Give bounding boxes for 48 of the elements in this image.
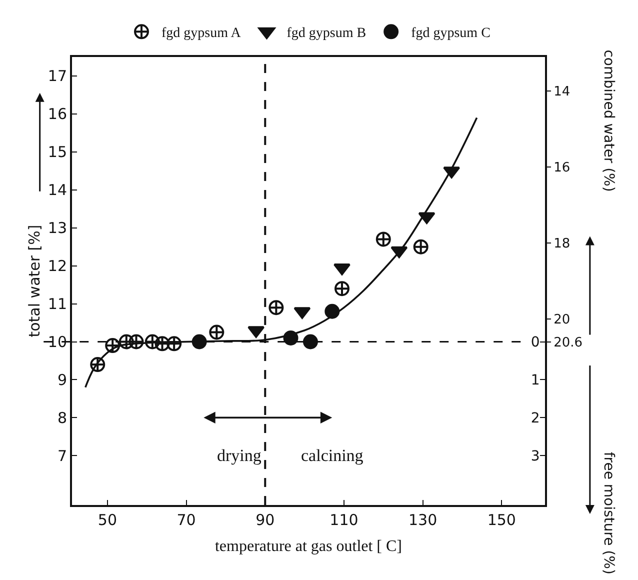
point bbox=[154, 336, 170, 352]
x-tick-label: 110 bbox=[330, 511, 358, 529]
point bbox=[118, 334, 134, 350]
y-tick-label: 16 bbox=[48, 105, 67, 124]
y2-axis-title: combined water (%) bbox=[600, 50, 616, 192]
y-tick-label: 14 bbox=[48, 181, 67, 200]
y-axis-title: total water [%] bbox=[26, 224, 44, 338]
y3-axis-title: free moisture (%) bbox=[600, 452, 616, 574]
x-axis-title: temperature at gas outlet [ C] bbox=[214, 538, 402, 556]
legend-label: fgd gypsum A bbox=[162, 26, 242, 42]
y-tick-label: 10 bbox=[48, 333, 67, 351]
y-tick-label: 11 bbox=[48, 295, 67, 314]
annotation: drying bbox=[217, 446, 262, 465]
point bbox=[302, 334, 318, 350]
y2-tick-label: 20 bbox=[554, 312, 570, 328]
point bbox=[268, 300, 284, 316]
point bbox=[144, 334, 160, 350]
point bbox=[334, 281, 350, 296]
point bbox=[376, 232, 391, 247]
x-tick-label: 150 bbox=[487, 511, 516, 529]
y-tick-label: 12 bbox=[48, 257, 67, 276]
y-tick-label: 15 bbox=[48, 143, 67, 162]
point bbox=[209, 324, 224, 340]
y3-tick-label: 2 bbox=[530, 410, 540, 427]
annotation: calcining bbox=[301, 446, 364, 465]
y3-tick-label: 1 bbox=[530, 372, 540, 389]
point bbox=[105, 338, 120, 354]
point bbox=[90, 357, 106, 372]
y-tick-label: 17 bbox=[48, 67, 67, 86]
x-tick-label: 130 bbox=[408, 511, 438, 529]
legend-label: fgd gypsum C bbox=[411, 26, 490, 42]
y3-tick-label: 0 bbox=[530, 334, 540, 351]
y2-tick-label: 16 bbox=[554, 160, 570, 176]
y-tick-label: 13 bbox=[48, 219, 67, 238]
y-tick-label: 7 bbox=[57, 446, 67, 465]
point bbox=[413, 239, 428, 254]
y-tick-label: 9 bbox=[57, 370, 67, 389]
point bbox=[128, 334, 144, 350]
x-tick-label: 70 bbox=[176, 511, 196, 529]
y2-tick-label: 18 bbox=[554, 236, 570, 252]
point bbox=[166, 336, 182, 352]
x-tick-label: 50 bbox=[98, 511, 118, 529]
legend-label: fgd gypsum B bbox=[286, 26, 366, 42]
y2-tick-label: 14 bbox=[554, 84, 570, 100]
x-tick-label: 90 bbox=[256, 511, 275, 529]
y2-tick-label: 20.6 bbox=[554, 335, 583, 350]
y3-tick-label: 3 bbox=[530, 448, 540, 465]
y-tick-label: 8 bbox=[57, 408, 67, 427]
